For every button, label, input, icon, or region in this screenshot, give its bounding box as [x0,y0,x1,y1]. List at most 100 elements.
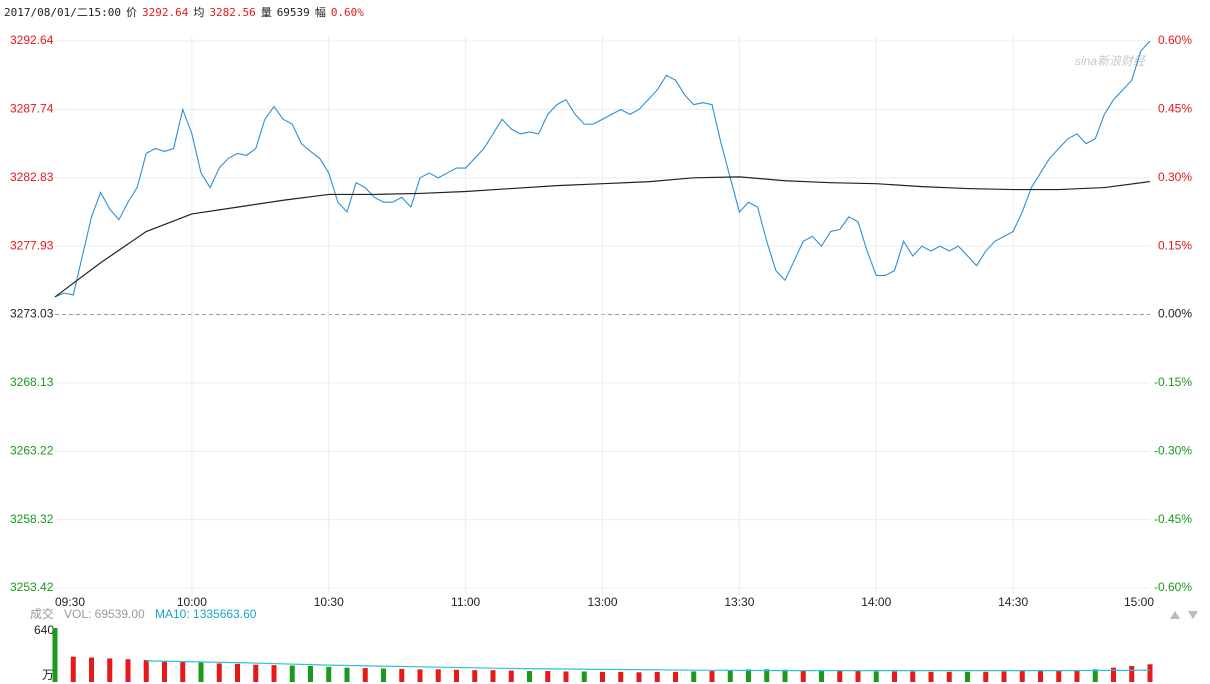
y-tick-label: 3263.22 [10,443,54,457]
volume-bar [362,668,368,682]
volume-bar [928,671,934,682]
volume-bar [1129,665,1135,682]
y2-tick-label: 0.60% [1158,33,1192,47]
volume-bar [198,662,204,682]
x-tick-label: 09:30 [55,595,85,609]
volume-bar [800,670,806,682]
y2-tick-label: -0.30% [1154,443,1192,457]
volume-bar [673,671,678,682]
y-tick-label: 640 [34,623,54,637]
volume-bar [289,665,295,682]
volume-bar [253,664,259,682]
volume-bar [1147,664,1153,682]
volume-bar [235,663,240,682]
y-tick-label: 3253.42 [10,580,54,594]
volume-bar [709,671,715,682]
vol: 69539 [276,6,310,19]
change-label: 幅 [314,6,326,19]
volume-bar [308,665,313,682]
scroll-down[interactable] [1188,611,1198,619]
volume-bar [983,671,989,682]
watermark: sina新浪财经 [1075,54,1147,68]
volume-bar [837,671,843,682]
datetime: 2017/08/01/二15:00 [4,6,121,19]
volume-bar [892,671,897,682]
volume-bar [910,671,916,682]
volume-bar [417,669,423,682]
volume-bar [271,665,277,682]
volume-bar [1038,671,1043,682]
volume-bar [1092,669,1098,682]
volume-bar [1074,670,1080,682]
volume-bar [435,669,441,682]
volume-bar [691,671,697,682]
y-tick-label: 3273.03 [10,307,54,321]
x-tick-label: 11:00 [451,595,480,609]
avg-label: 均 [193,6,205,19]
x-tick-label: 13:00 [587,595,617,609]
volume-bar [381,668,386,682]
y-tick-label: 3258.32 [10,512,54,526]
volume-bar [454,669,459,682]
volume-bar [216,663,222,682]
volume-bar [581,671,587,682]
y-tick-label: 3287.74 [10,102,54,116]
y2-tick-label: -0.15% [1154,375,1192,389]
y2-tick-label: 0.45% [1158,102,1192,116]
volume-bar [1111,667,1116,682]
x-tick-label: 14:30 [998,595,1028,609]
vol-label: 量 [260,6,272,19]
volume-bar [180,661,186,682]
volume-bar [143,660,149,682]
volume-bar [1056,670,1062,682]
volume-bar [636,672,642,682]
volume-bar [563,671,569,682]
volume-bar [490,670,496,682]
volume-bar [965,671,970,682]
x-tick-label: 14:00 [861,595,891,609]
volume-bar [107,658,113,682]
y2-tick-label: -0.45% [1154,512,1192,526]
y2-tick-label: 0.30% [1158,170,1192,184]
volume-bar [70,656,76,682]
header: 2017/08/01/二15:00 价 3292.64 均 3282.56 量 69539 幅… [4,4,369,20]
price: 3292.64 [141,6,189,19]
price-line [54,40,1151,298]
y2-tick-label: 0.00% [1158,307,1192,321]
volume-bar [873,671,879,682]
x-tick-label: 13:30 [724,595,754,609]
volume-bar [125,659,131,682]
volume-bar [855,671,861,682]
x-tick-label: 10:30 [314,595,344,609]
volume-bar [654,671,660,682]
scroll-up[interactable] [1170,611,1180,619]
volume-bar [819,670,824,682]
volume-bar [472,670,478,682]
y-tick-label: 3277.93 [10,238,54,252]
y-tick-label: 3282.83 [10,170,54,184]
ma-line [146,660,1151,672]
change: 0.60% [330,6,364,19]
avg: 3282.56 [209,6,256,19]
volume-bar [946,671,952,682]
price-label: 价 [125,6,137,19]
volume-bar [527,671,532,682]
volume-bar [727,670,733,682]
volume-bar [52,628,58,682]
average-line [54,176,1151,298]
volume-bar [1019,671,1025,682]
volume-bar [782,669,788,682]
volume-bar [89,657,94,682]
volume-bar [618,671,624,682]
y2-tick-label: 0.15% [1158,238,1192,252]
volume-bar [764,669,770,682]
volume-bar [344,667,350,682]
volume-bar [600,671,605,682]
volume-bar [162,660,167,682]
y-tick-label: 3268.13 [10,375,54,389]
x-tick-label: 15:00 [1124,595,1154,609]
volume-bar [508,670,514,682]
ma-text: MA10: 1335663.60 [155,607,257,621]
